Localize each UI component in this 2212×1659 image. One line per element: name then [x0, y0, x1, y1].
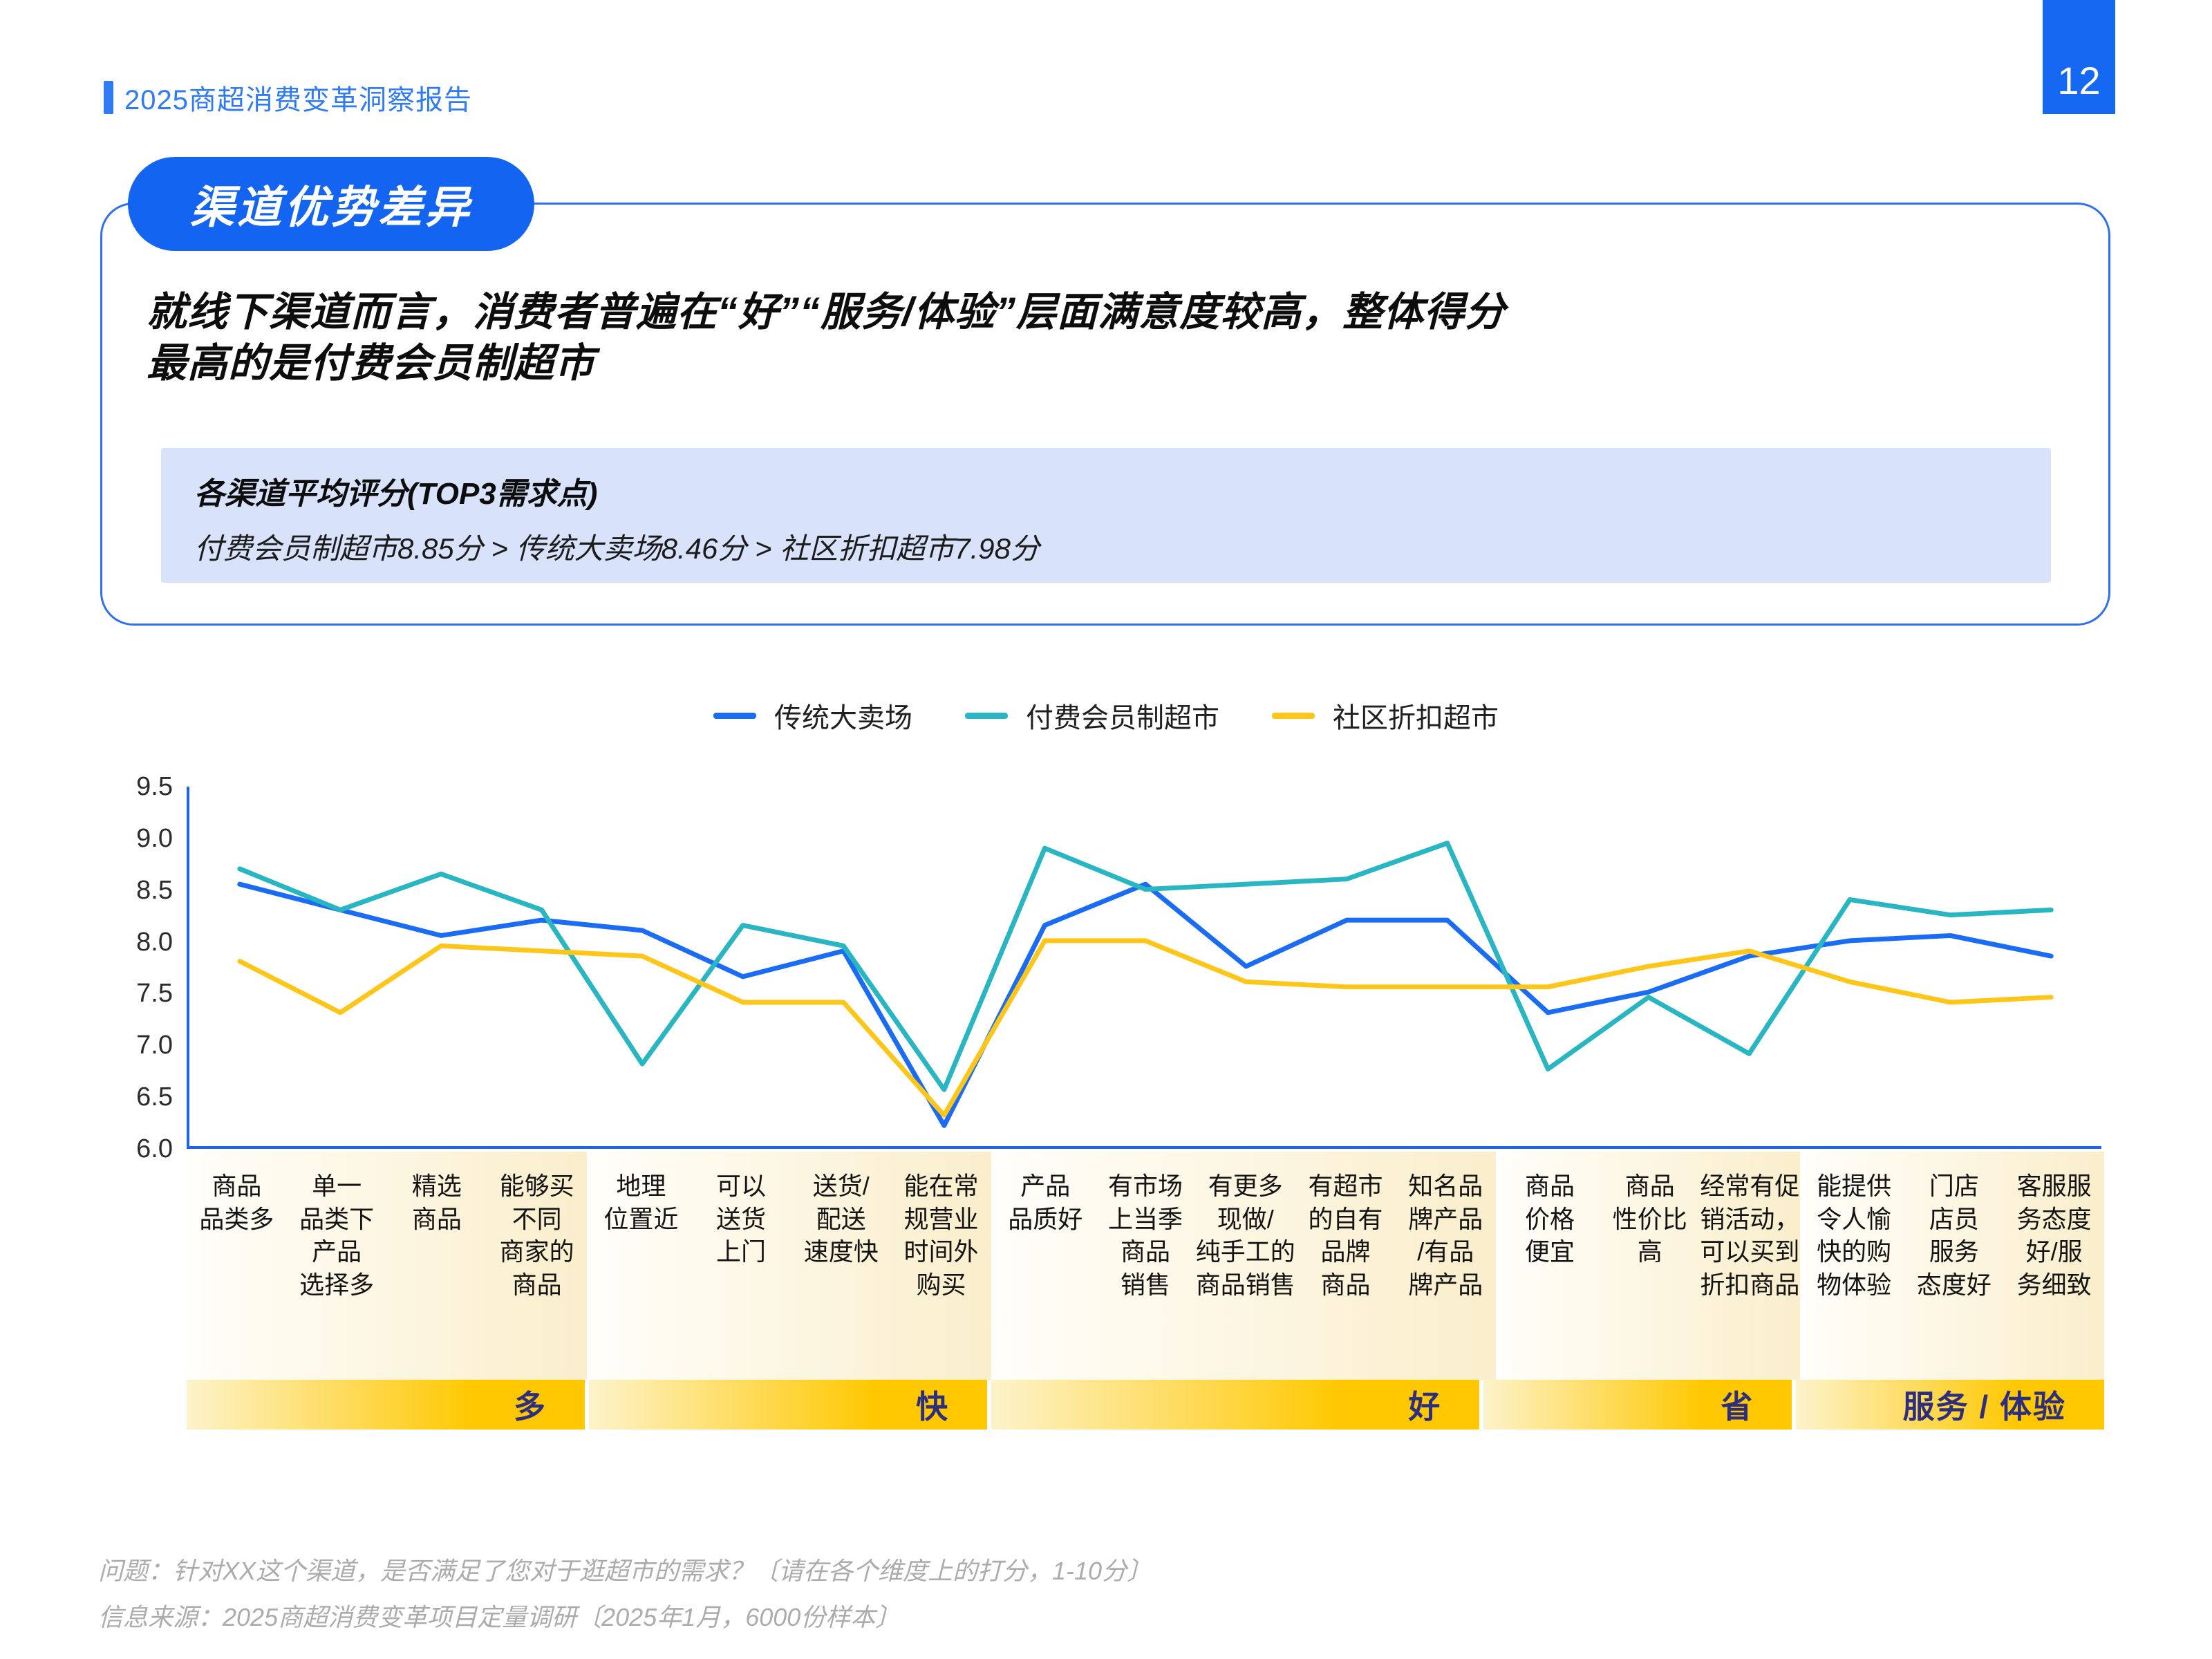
category-label: 可以 送货 上门 [716, 1172, 767, 1266]
y-tick-label: 9.0 [136, 823, 173, 853]
report-header: 2025商超消费变革洞察报告 [104, 77, 472, 118]
category-label: 有更多 现做/ 纯手工的 商品销售 [1195, 1172, 1295, 1299]
legend-swatch [1272, 712, 1315, 719]
y-tick-label: 7.5 [136, 979, 173, 1009]
label-group-多: 商品 品类多 单一 品类下 产品 选择多 精选 商品 能够买 不同 商家的 商品 [187, 1152, 587, 1380]
category-label: 有超市 的自有 品牌 商品 [1308, 1172, 1383, 1299]
header-accent-bar [104, 81, 113, 114]
section-tag-label: 渠道优势差异 [190, 182, 472, 232]
group-band-快: 快 [589, 1380, 988, 1430]
legend-swatch [713, 712, 756, 719]
legend-item-传统大卖场: 传统大卖场 [713, 695, 912, 735]
category-label: 产品 品质好 [1008, 1172, 1083, 1233]
y-tick-label: 6.0 [136, 1134, 173, 1163]
page-number-badge: 12 [2043, 0, 2115, 114]
highlight-box-title: 各渠道平均评分(TOP3需求点) [194, 477, 598, 511]
category-label: 地理 位置近 [603, 1172, 679, 1233]
footnotes: 问题：针对XX这个渠道，是否满足了您对于逛超市的需求？〔请在各个维度上的打分，1… [98, 1548, 1152, 1640]
category-label: 商品 性价比 高 [1612, 1172, 1687, 1266]
y-tick-label: 9.5 [136, 772, 173, 801]
legend-label: 付费会员制超市 [1026, 703, 1219, 733]
group-band-label: 服务 / 体验 [1902, 1389, 2066, 1425]
category-label: 知名品 牌产品 /有品 牌产品 [1408, 1172, 1483, 1299]
category-label: 送货/ 配送 速度快 [803, 1172, 879, 1266]
legend-item-社区折扣超市: 社区折扣超市 [1272, 695, 1499, 735]
label-group-快: 地理 位置近 可以 送货 上门 送货/ 配送 速度快 能在常 规营业 时间外 购买 [590, 1152, 991, 1380]
group-band-label: 省 [1721, 1389, 1754, 1425]
label-group-服务 / 体验: 能提供 令人愉 快的购 物体验 门店 店员 服务 态度好 客服服 务态度 好/服 务… [1803, 1152, 2104, 1380]
label-group-好: 产品 品质好 有市场 上当季 商品 销售 有更多 现做/ 纯手工的 商品销售 有超市 … [995, 1152, 1496, 1380]
category-label: 门店 店员 服务 态度好 [1916, 1172, 1991, 1299]
legend-label: 社区折扣超市 [1333, 703, 1499, 733]
y-axis: 9.5 9.0 8.5 8.0 7.5 7.0 6.5 6.0 [76, 772, 173, 1163]
group-band-服务 / 体验: 服务 / 体验 [1796, 1380, 2104, 1430]
y-tick-label: 6.5 [136, 1082, 173, 1112]
highlight-box: 各渠道平均评分(TOP3需求点) 付费会员制超市8.85分 > 传统大卖场8.4… [161, 448, 2051, 583]
category-label: 精选 商品 [411, 1172, 462, 1233]
footnote-question: 问题：针对XX这个渠道，是否满足了您对于逛超市的需求？〔请在各个维度上的打分，1… [98, 1557, 1152, 1585]
category-label: 客服服 务态度 好/服 务细致 [2016, 1172, 2092, 1299]
group-band-好: 好 [991, 1380, 1480, 1430]
line-付费会员制超市 [237, 841, 2054, 1092]
category-label: 商品 品类多 [199, 1172, 274, 1233]
group-band-多: 多 [187, 1380, 585, 1430]
group-bands: 多 快 好 省 服务 / 体验 [187, 1380, 2104, 1430]
category-label: 有市场 上当季 商品 销售 [1108, 1172, 1183, 1299]
group-band-省: 省 [1483, 1380, 1792, 1430]
category-label: 经常有促 销活动， 可以买到 折扣商品 [1700, 1172, 1800, 1299]
group-band-label: 快 [916, 1389, 950, 1425]
line-chart [237, 841, 2054, 1128]
legend-label: 传统大卖场 [774, 703, 912, 733]
chart-legend: 传统大卖场 付费会员制超市 社区折扣超市 [0, 697, 2212, 734]
category-label: 能提供 令人愉 快的购 物体验 [1817, 1172, 1892, 1299]
x-axis-labels: 商品 品类多 单一 品类下 产品 选择多 精选 商品 能够买 不同 商家的 商品 地理 … [187, 1152, 2104, 1380]
report-title: 2025商超消费变革洞察报告 [124, 85, 472, 115]
y-tick-label: 7.0 [136, 1031, 173, 1060]
line-传统大卖场 [237, 881, 2054, 1128]
category-label: 商品 价格 便宜 [1524, 1172, 1575, 1266]
section-tag-pill: 渠道优势差异 [128, 157, 534, 251]
category-label: 能在常 规营业 时间外 购买 [903, 1172, 979, 1299]
category-label: 单一 品类下 产品 选择多 [299, 1172, 375, 1299]
y-tick-label: 8.0 [136, 927, 173, 957]
y-tick-label: 8.5 [136, 875, 173, 905]
legend-item-付费会员制超市: 付费会员制超市 [965, 695, 1219, 735]
label-group-省: 商品 价格 便宜 商品 性价比 高经常有促 销活动， 可以买到 折扣商品 [1499, 1152, 1800, 1380]
page-headline: 就线下渠道而言，消费者普遍在“好”“服务/体验”层面满意度较高，整体得分 最高的… [147, 290, 1506, 386]
highlight-box-content: 付费会员制超市8.85分 > 传统大卖场8.46分 > 社区折扣超市7.98分 [194, 532, 1040, 565]
line-社区折扣超市 [237, 938, 2054, 1118]
group-band-label: 好 [1408, 1389, 1442, 1425]
group-band-label: 多 [514, 1389, 547, 1425]
page-number: 12 [2057, 59, 2101, 102]
footnote-source: 信息来源：2025商超消费变革项目定量调研〔2025年1月，6000份样本〕 [98, 1602, 901, 1631]
legend-swatch [965, 712, 1008, 719]
plot-area [187, 787, 2101, 1149]
category-label: 能够买 不同 商家的 商品 [499, 1172, 574, 1299]
